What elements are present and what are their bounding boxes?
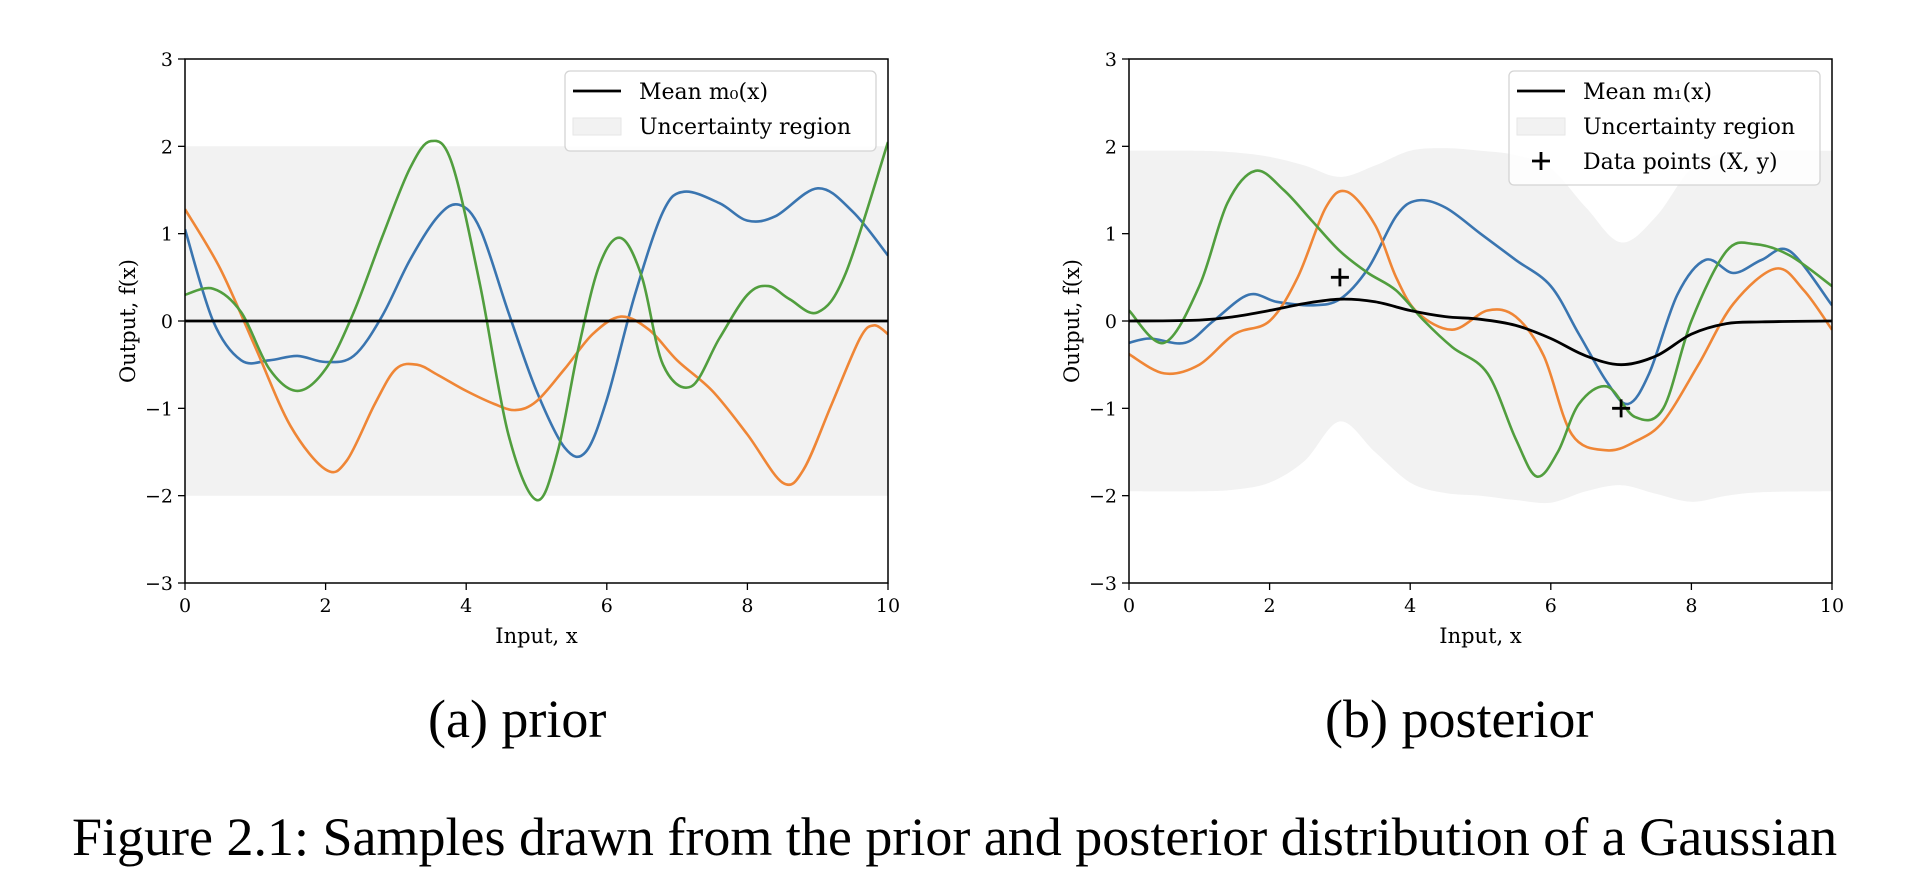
posterior-sample-line-3 bbox=[1129, 169, 1832, 478]
prior-legend-label: Mean m₀(x) bbox=[639, 80, 768, 105]
posterior-uncertainty-band bbox=[1129, 148, 1832, 504]
posterior-y-axis-label: Output, f(x) bbox=[1060, 259, 1084, 383]
prior-plot: 0 2 4 6 8 10 −3 −2 −1 0 1 2 3 Input, x Output, f(x) Mea… bbox=[116, 49, 900, 648]
posterior-x-tick-label: 10 bbox=[1820, 595, 1844, 617]
posterior-sample-line-2 bbox=[1129, 189, 1832, 452]
posterior-y-tick-label: 1 bbox=[1105, 224, 1117, 246]
figure-caption: Figure 2.1: Samples drawn from the prior… bbox=[72, 807, 1838, 867]
posterior-mean-line bbox=[1129, 297, 1832, 367]
prior-legend-band-handle bbox=[572, 117, 622, 136]
prior-x-tick-label: 4 bbox=[460, 595, 472, 617]
prior-y-tick-label: 2 bbox=[161, 136, 173, 158]
posterior-y-tick-label: 2 bbox=[1105, 136, 1117, 158]
prior-x-axis-label: Input, x bbox=[495, 624, 578, 648]
prior-y-tick-label: 3 bbox=[161, 49, 173, 71]
prior-x-tick-label: 8 bbox=[741, 595, 753, 617]
prior-sample-line-2 bbox=[185, 208, 888, 487]
posterior-y-tick-label: −2 bbox=[1089, 486, 1117, 508]
posterior-legend: Mean m₁(x) Uncertainty region Data points … bbox=[1508, 70, 1821, 186]
prior-x-tick-label: 6 bbox=[601, 595, 613, 617]
prior-plot-area bbox=[185, 139, 888, 502]
posterior-legend-label: Mean m₁(x) bbox=[1583, 80, 1712, 105]
prior-y-tick-label: −3 bbox=[145, 573, 173, 595]
prior-y-tick-label: −1 bbox=[145, 398, 173, 420]
posterior-plot: 0 2 4 6 8 10 −3 −2 −1 0 1 2 3 Input, x Output, f(x) Mea… bbox=[1060, 49, 1844, 648]
posterior-legend-band-handle bbox=[1516, 117, 1566, 136]
posterior-legend-label: Data points (X, y) bbox=[1583, 150, 1778, 175]
prior-sample-line-1 bbox=[185, 187, 888, 459]
prior-y-tick-label: 1 bbox=[161, 224, 173, 246]
prior-x-tick-label: 2 bbox=[320, 595, 332, 617]
prior-y-tick-label: 0 bbox=[161, 311, 173, 333]
posterior-x-tick-label: 2 bbox=[1264, 595, 1276, 617]
prior-y-axis-label: Output, f(x) bbox=[116, 259, 140, 383]
posterior-y-tick-label: −3 bbox=[1089, 573, 1117, 595]
posterior-data-point-1 bbox=[1330, 268, 1349, 287]
prior-legend: Mean m₀(x) Uncertainty region bbox=[564, 70, 877, 152]
posterior-legend-label: Uncertainty region bbox=[1583, 115, 1795, 140]
posterior-x-tick-label: 0 bbox=[1123, 595, 1135, 617]
subcaption-prior: (a) prior bbox=[428, 689, 607, 749]
prior-x-tick-label: 10 bbox=[876, 595, 900, 617]
posterior-x-tick-label: 4 bbox=[1404, 595, 1416, 617]
posterior-sample-line-1 bbox=[1129, 198, 1832, 406]
posterior-y-tick-label: 3 bbox=[1105, 49, 1117, 71]
posterior-plot-area bbox=[1129, 148, 1832, 504]
prior-y-tick-label: −2 bbox=[145, 486, 173, 508]
posterior-x-tick-label: 6 bbox=[1545, 595, 1557, 617]
prior-legend-label: Uncertainty region bbox=[639, 115, 851, 140]
posterior-data-point-2 bbox=[1612, 399, 1631, 418]
prior-x-tick-label: 0 bbox=[179, 595, 191, 617]
posterior-x-tick-label: 8 bbox=[1685, 595, 1697, 617]
prior-sample-line-3 bbox=[185, 139, 888, 502]
subcaption-posterior: (b) posterior bbox=[1325, 689, 1594, 749]
prior-legend-box bbox=[564, 70, 877, 152]
posterior-legend-box bbox=[1508, 70, 1821, 186]
posterior-y-tick-label: 0 bbox=[1105, 311, 1117, 333]
posterior-y-tick-label: −1 bbox=[1089, 398, 1117, 420]
posterior-legend-marker-handle bbox=[1532, 152, 1550, 170]
posterior-x-axis-label: Input, x bbox=[1439, 624, 1522, 648]
